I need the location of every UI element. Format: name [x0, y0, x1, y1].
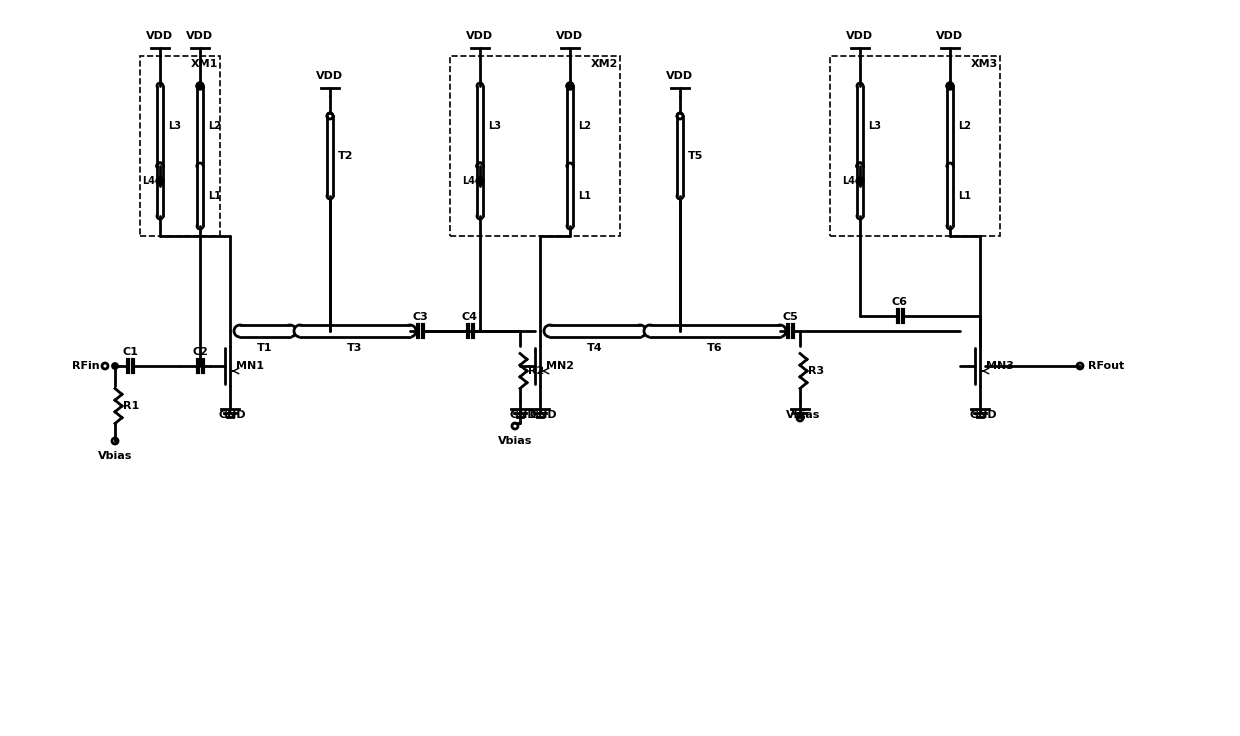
Circle shape [284, 325, 296, 337]
Circle shape [404, 325, 415, 337]
Text: Vbias: Vbias [98, 451, 133, 461]
Text: MN3: MN3 [986, 361, 1014, 371]
Text: R1: R1 [123, 401, 139, 411]
Text: L2: L2 [578, 121, 591, 131]
Text: L1: L1 [578, 191, 591, 201]
Text: T3: T3 [347, 343, 362, 353]
Circle shape [567, 83, 573, 89]
Circle shape [544, 325, 556, 337]
Text: L1: L1 [208, 191, 221, 201]
Text: Vbias: Vbias [786, 410, 820, 420]
Text: XM3: XM3 [971, 59, 998, 69]
Circle shape [947, 163, 954, 169]
Circle shape [857, 213, 863, 219]
Circle shape [567, 223, 573, 229]
Circle shape [113, 364, 118, 369]
Text: L4: L4 [463, 176, 475, 186]
Circle shape [857, 83, 863, 89]
Circle shape [947, 223, 954, 229]
Text: C4: C4 [463, 312, 477, 322]
Text: L2: L2 [959, 121, 971, 131]
Text: VDD: VDD [316, 71, 343, 81]
Text: RFin: RFin [72, 361, 100, 371]
Circle shape [156, 177, 164, 185]
Circle shape [946, 82, 954, 90]
Circle shape [197, 223, 203, 229]
Text: MN2: MN2 [546, 361, 574, 371]
Circle shape [947, 163, 954, 169]
Text: T1: T1 [257, 343, 273, 353]
Circle shape [857, 163, 863, 169]
Text: VDD: VDD [666, 71, 693, 81]
Circle shape [157, 163, 162, 169]
Circle shape [567, 163, 573, 169]
Text: Vbias: Vbias [497, 436, 532, 446]
Text: VDD: VDD [847, 31, 873, 41]
Text: XM1: XM1 [191, 59, 218, 69]
Text: VDD: VDD [146, 31, 174, 41]
Circle shape [197, 163, 203, 169]
Circle shape [327, 193, 334, 199]
Circle shape [476, 162, 484, 170]
Text: VDD: VDD [466, 31, 494, 41]
Text: L2: L2 [208, 121, 221, 131]
Circle shape [476, 177, 484, 185]
Circle shape [856, 162, 864, 170]
Circle shape [644, 325, 656, 337]
Circle shape [857, 163, 863, 169]
Circle shape [477, 83, 484, 89]
Circle shape [234, 325, 246, 337]
Text: C6: C6 [892, 297, 908, 307]
Text: C5: C5 [782, 312, 797, 322]
Text: VDD: VDD [186, 31, 213, 41]
Text: GND: GND [218, 410, 246, 420]
Circle shape [157, 163, 162, 169]
Text: L3: L3 [868, 121, 880, 131]
Text: R2: R2 [528, 366, 544, 376]
Text: MN1: MN1 [236, 361, 264, 371]
Text: GND: GND [970, 410, 997, 420]
Text: L4: L4 [842, 176, 856, 186]
Circle shape [677, 113, 683, 119]
Text: L3: L3 [489, 121, 501, 131]
Circle shape [157, 83, 162, 89]
Text: C2: C2 [192, 347, 208, 357]
Text: L1: L1 [959, 191, 971, 201]
Circle shape [677, 193, 683, 199]
Circle shape [156, 162, 164, 170]
Text: XM2: XM2 [590, 59, 618, 69]
Circle shape [856, 177, 864, 185]
Circle shape [196, 82, 205, 90]
Text: T6: T6 [707, 343, 723, 353]
Text: L4: L4 [143, 176, 155, 186]
Text: GND: GND [510, 410, 537, 420]
Circle shape [477, 213, 484, 219]
Circle shape [157, 213, 162, 219]
Text: L3: L3 [167, 121, 181, 131]
Text: T4: T4 [588, 343, 603, 353]
Circle shape [477, 163, 484, 169]
Circle shape [197, 163, 203, 169]
Circle shape [294, 325, 306, 337]
Text: GND: GND [529, 410, 557, 420]
Circle shape [197, 83, 203, 89]
Circle shape [565, 82, 574, 90]
Text: C1: C1 [122, 347, 138, 357]
Circle shape [567, 163, 573, 169]
Circle shape [327, 113, 334, 119]
Circle shape [947, 83, 954, 89]
Text: T2: T2 [339, 151, 353, 161]
Circle shape [634, 325, 646, 337]
Circle shape [774, 325, 786, 337]
Text: VDD: VDD [936, 31, 963, 41]
Text: RFout: RFout [1087, 361, 1125, 371]
Text: T5: T5 [688, 151, 703, 161]
Text: VDD: VDD [557, 31, 584, 41]
Text: R3: R3 [808, 366, 825, 376]
Text: C3: C3 [412, 312, 428, 322]
Circle shape [477, 163, 484, 169]
